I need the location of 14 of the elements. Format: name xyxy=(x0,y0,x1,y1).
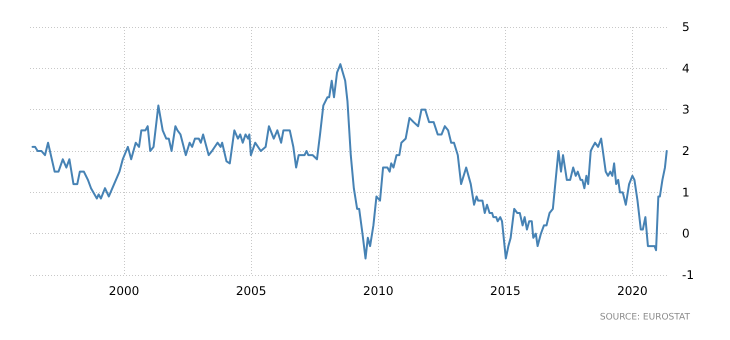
x-tick-label: 2010 xyxy=(362,284,394,298)
line-series xyxy=(32,63,668,260)
x-tick-label: 2005 xyxy=(236,284,266,298)
y-tick-label: 0 xyxy=(682,226,690,241)
x-tick-label: 2015 xyxy=(490,284,521,298)
x-tick-label: 2020 xyxy=(617,284,648,298)
y-tick-label: 5 xyxy=(682,20,690,34)
y-tick-label: 3 xyxy=(682,102,690,117)
source-note: SOURCE: EUROSTAT xyxy=(600,312,691,322)
y-tick-label: -1 xyxy=(682,268,694,282)
y-tick-label: 2 xyxy=(682,144,690,158)
y-tick-label: 1 xyxy=(682,185,690,200)
x-tick-label: 2000 xyxy=(108,284,140,298)
y-tick-label: 4 xyxy=(682,61,690,76)
